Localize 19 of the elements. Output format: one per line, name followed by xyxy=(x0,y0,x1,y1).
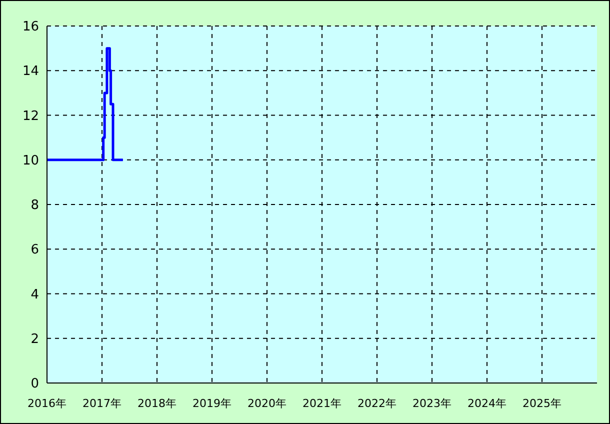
y-tick-label: 12 xyxy=(22,108,39,124)
x-tick-label: 2019年 xyxy=(192,396,232,410)
x-tick-label: 2017年 xyxy=(82,396,122,410)
x-tick-label: 2016年 xyxy=(28,396,66,410)
x-tick-label: 2022年 xyxy=(358,396,396,410)
y-tick-label: 0 xyxy=(30,376,39,392)
y-tick-label: 6 xyxy=(30,242,39,258)
y-tick-label: 10 xyxy=(22,153,39,168)
x-tick-label: 2023年 xyxy=(412,396,452,410)
y-tick-label: 16 xyxy=(22,20,39,35)
x-tick-label: 2020年 xyxy=(248,396,286,410)
y-tick-label: 14 xyxy=(22,64,39,80)
x-tick-label: 2025年 xyxy=(522,396,562,410)
x-tick-label: 2018年 xyxy=(138,396,176,410)
y-tick-label: 4 xyxy=(30,287,39,302)
y-tick-label: 2 xyxy=(30,332,39,347)
y-tick-label: 8 xyxy=(30,198,39,214)
x-tick-label: 2021年 xyxy=(302,396,342,410)
x-tick-label: 2024年 xyxy=(468,396,506,410)
